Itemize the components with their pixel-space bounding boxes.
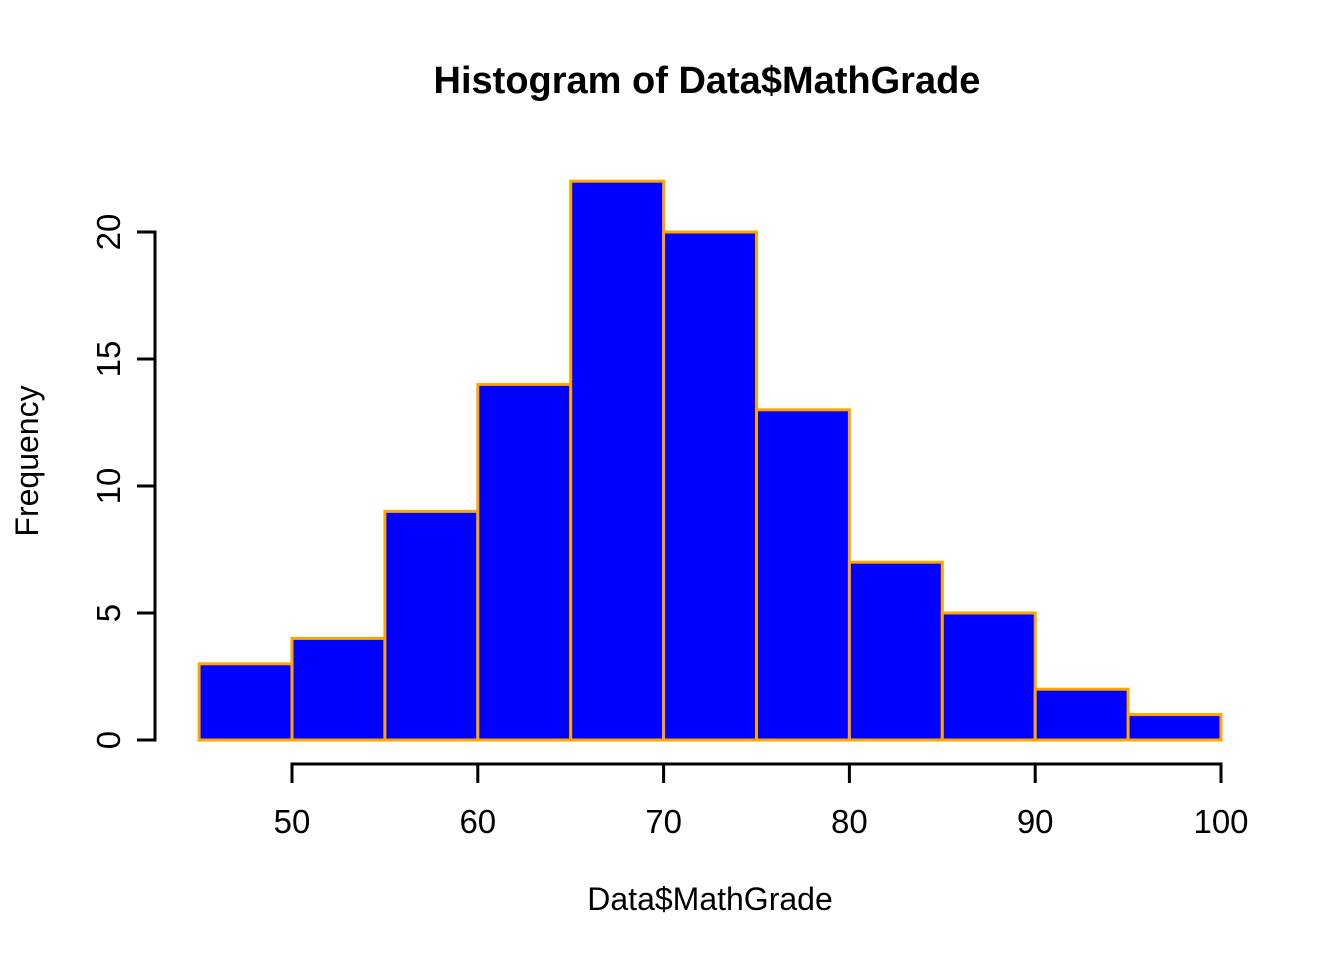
bars-group <box>197 179 1223 742</box>
x-tick-label: 60 <box>459 803 496 840</box>
y-tick-label: 0 <box>90 731 127 749</box>
x-axis-label: Data$MathGrade <box>587 881 832 917</box>
histogram-bar <box>1033 687 1130 742</box>
histogram-bar <box>476 382 573 742</box>
axes-group: 50 60 70 80 90 100 0 5 10 15 20 <box>90 214 1249 840</box>
y-tick-label: 15 <box>90 341 127 378</box>
chart-title: Histogram of Data$MathGrade <box>434 60 981 102</box>
histogram-bar <box>290 636 387 742</box>
x-tick-label: 70 <box>645 803 682 840</box>
y-tick-label: 20 <box>90 214 127 251</box>
x-tick-label: 80 <box>831 803 868 840</box>
histogram-bar <box>569 179 666 742</box>
histogram-bar <box>847 560 944 742</box>
y-tick-label: 10 <box>90 468 127 505</box>
histogram-bar <box>662 230 758 742</box>
histogram-bar <box>1126 713 1223 742</box>
x-tick-label: 50 <box>274 803 311 840</box>
y-tick-label: 5 <box>90 604 127 622</box>
histogram-bar <box>383 509 480 742</box>
x-tick-label: 100 <box>1193 803 1248 840</box>
x-tick-label: 90 <box>1017 803 1054 840</box>
histogram-bar <box>197 662 294 742</box>
y-axis-label: Frequency <box>9 385 45 536</box>
histogram-bar <box>940 611 1037 742</box>
histogram-bar <box>755 408 851 742</box>
